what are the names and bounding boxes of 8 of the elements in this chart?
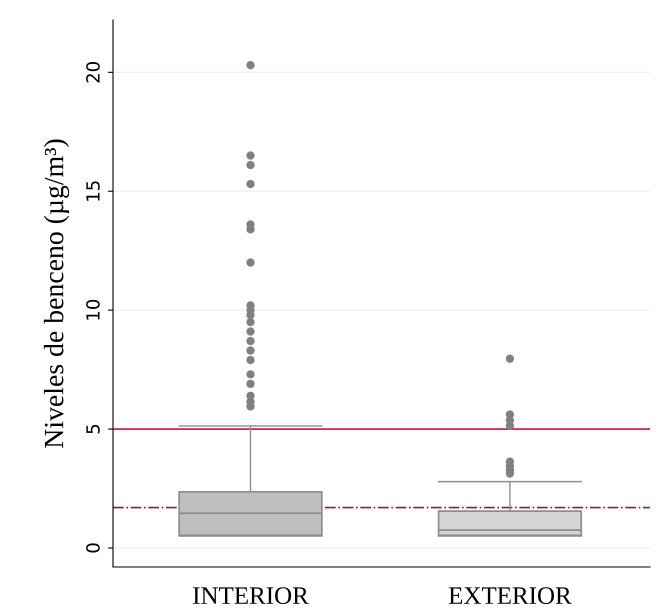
y-tick-label: 20 <box>86 62 100 82</box>
y-tick-label: 10 <box>86 300 100 320</box>
x-tick-label: EXTERIOR <box>448 587 572 604</box>
y-tick-label: 15 <box>86 181 100 201</box>
x-tick-label: INTERIOR <box>193 587 309 604</box>
y-axis-title: Niveles de benceno (µg/m³) <box>44 139 70 448</box>
y-tick-label: 0 <box>86 543 100 553</box>
y-tick-label: 5 <box>86 424 100 434</box>
